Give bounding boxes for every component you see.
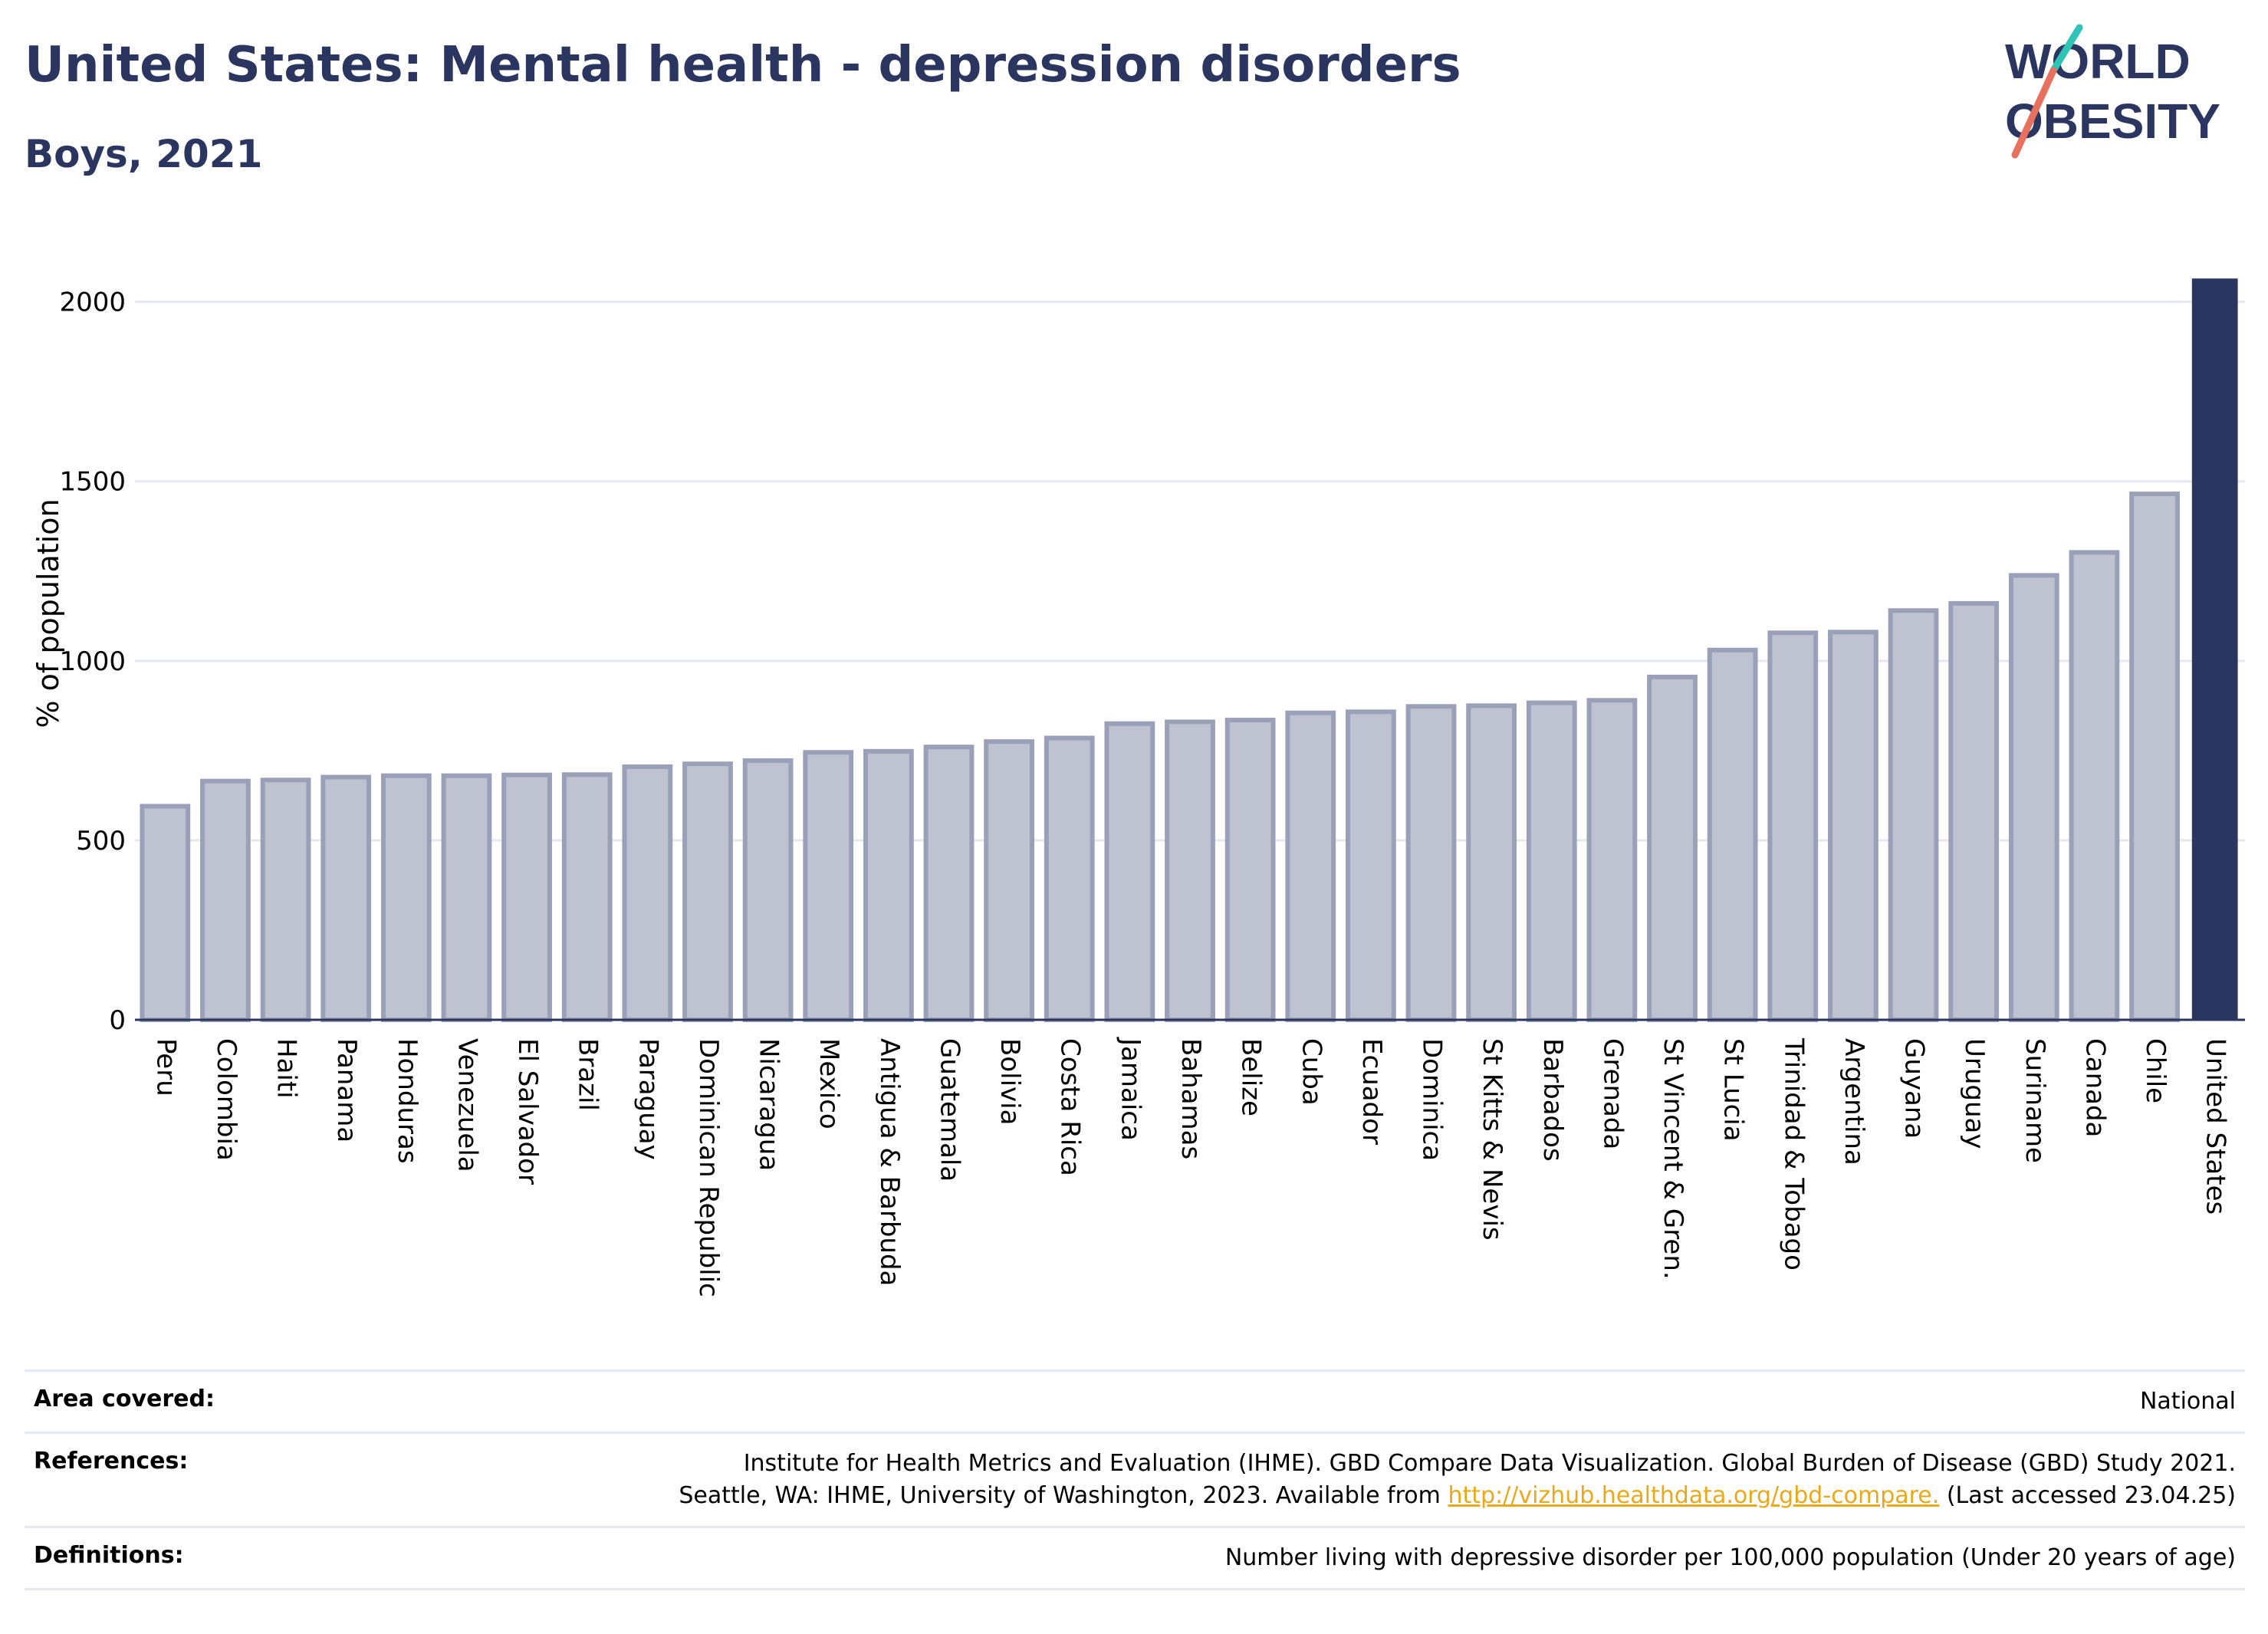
info-row-area: Area covered: National — [25, 1369, 2245, 1432]
x-tick-label: Bahamas — [1175, 1038, 1206, 1159]
x-tick-label: United States — [2201, 1038, 2231, 1215]
bar-guyana — [1888, 608, 1939, 1022]
definitions-label: Definitions: — [34, 1542, 184, 1569]
references-value: Institute for Health Metrics and Evaluat… — [679, 1448, 2236, 1512]
x-tick-label: St Lucia — [1718, 1038, 1749, 1142]
definitions-value: Number living with depressive disorder p… — [1224, 1544, 2236, 1571]
bar-grenada — [1586, 698, 1638, 1022]
axes: 0 500 1000 1500 2000 Peru Colombia Haiti Panama H… — [59, 288, 2245, 1297]
bar-uruguay — [1948, 600, 2000, 1022]
bar-argentina — [1828, 630, 1878, 1022]
y-tick-label: 500 — [76, 826, 126, 856]
bar-cuba — [1285, 710, 1336, 1022]
references-link[interactable]: http://vizhub.healthdata.org/gbd-compare… — [1448, 1482, 1940, 1509]
area-value: National — [2139, 1388, 2236, 1415]
x-tick-label: Barbados — [1537, 1038, 1568, 1162]
x-tick-label: Peru — [150, 1038, 181, 1096]
x-tick-label: Grenada — [1597, 1038, 1628, 1149]
x-tick-label: Panama — [331, 1038, 362, 1142]
references-label: References: — [34, 1448, 189, 1475]
x-tick-label: Trinidad & Tobago — [1778, 1037, 1809, 1271]
x-tick-label: Dominican Republic — [693, 1038, 724, 1297]
x-tick-label: Honduras — [392, 1038, 422, 1164]
bar-paraguay — [622, 764, 673, 1022]
bar-united-states — [2191, 278, 2238, 1020]
x-tick-label: Costa Rica — [1055, 1038, 1086, 1176]
x-tick-label: Dominica — [1417, 1038, 1448, 1161]
bar-mexico — [803, 750, 854, 1022]
x-tick-label: Uruguay — [1959, 1038, 1990, 1149]
logo-slash-teal — [2049, 24, 2083, 74]
bar-suriname — [2008, 573, 2059, 1022]
bar-trinidad-tobago — [1767, 630, 1819, 1022]
bar-brazil — [561, 772, 613, 1022]
y-tick-label: 1000 — [59, 646, 126, 677]
info-table: Area covered: National References: Insti… — [25, 1369, 2245, 1590]
y-axis-title: % of population — [31, 498, 65, 728]
x-tick-label: Nicaragua — [754, 1038, 784, 1171]
bar-el-salvador — [501, 772, 552, 1022]
x-tick-label: Argentina — [1839, 1038, 1869, 1165]
logo-line1: WORLD — [2005, 34, 2191, 89]
area-label: Area covered: — [34, 1386, 215, 1412]
x-tick-label: Belize — [1236, 1038, 1267, 1116]
bar-dominica — [1405, 704, 1457, 1022]
x-tick-label: Guyana — [1899, 1038, 1930, 1139]
x-tick-label: Paraguay — [633, 1038, 663, 1160]
logo-slash-coral — [2011, 67, 2057, 159]
bars — [140, 278, 2238, 1023]
bar-haiti — [260, 778, 311, 1022]
info-row-references: References: Institute for Health Metrics… — [25, 1432, 2245, 1526]
x-tick-label: Bolivia — [994, 1038, 1025, 1125]
chart-subtitle: Boys, 2021 — [25, 132, 263, 176]
bar-honduras — [380, 773, 432, 1022]
x-tick-label: Colombia — [211, 1038, 242, 1161]
bar-panama — [320, 774, 372, 1022]
world-obesity-logo: WORLD OBESITY — [2005, 24, 2220, 159]
references-line2-pre: Seattle, WA: IHME, University of Washing… — [679, 1482, 1441, 1509]
references-line1: Institute for Health Metrics and Evaluat… — [743, 1450, 2236, 1477]
x-tick-label: Brazil — [573, 1038, 603, 1111]
y-tick-label: 1500 — [59, 467, 126, 498]
bar-bahamas — [1165, 719, 1215, 1023]
bar-st-vincent-gren- — [1647, 674, 1698, 1022]
x-tick-label: Suriname — [2020, 1038, 2050, 1163]
bar-dominican-republic — [682, 761, 733, 1022]
bar-nicaragua — [742, 758, 794, 1022]
x-tick-label: St Vincent & Gren. — [1658, 1038, 1688, 1280]
x-tick-label: Antigua & Barbuda — [874, 1038, 905, 1286]
bar-ecuador — [1346, 709, 1396, 1022]
bar-bolivia — [984, 739, 1034, 1023]
info-row-definitions: Definitions: Number living with depressi… — [25, 1526, 2245, 1590]
bar-chart: 0 500 1000 1500 2000 Peru Colombia Haiti Panama H… — [31, 278, 2245, 1297]
bar-venezuela — [441, 773, 492, 1022]
bar-st-kitts-nevis — [1466, 703, 1517, 1022]
bar-antigua-barbuda — [863, 748, 914, 1022]
references-line2-post: (Last accessed 23.04.25) — [1946, 1482, 2236, 1509]
bar-guatemala — [923, 745, 975, 1022]
x-tick-label: Cuba — [1296, 1038, 1326, 1106]
x-tick-label: Mexico — [814, 1038, 844, 1129]
x-tick-label: Jamaica — [1115, 1037, 1146, 1141]
bar-costa-rica — [1044, 735, 1095, 1023]
bar-barbados — [1526, 700, 1577, 1022]
x-tick-label: Guatemala — [934, 1038, 965, 1182]
y-tick-label: 0 — [109, 1005, 126, 1036]
x-tick-label: Venezuela — [452, 1038, 482, 1172]
y-tick-label: 2000 — [59, 288, 126, 318]
chart-title: United States: Mental health - depressio… — [25, 37, 1461, 94]
bar-jamaica — [1104, 721, 1155, 1022]
x-tick-label: St Kitts & Nevis — [1477, 1038, 1507, 1241]
bar-belize — [1224, 718, 1276, 1022]
bar-canada — [2069, 550, 2120, 1022]
bar-chile — [2129, 492, 2180, 1022]
x-tick-label: Haiti — [271, 1038, 302, 1099]
x-tick-label: Ecuador — [1356, 1038, 1387, 1145]
x-tick-label: Canada — [2079, 1038, 2110, 1137]
bar-st-lucia — [1707, 647, 1758, 1022]
bar-colombia — [200, 778, 251, 1023]
bar-peru — [140, 804, 191, 1022]
x-tick-label: El Salvador — [512, 1038, 543, 1185]
x-tick-label: Chile — [2140, 1038, 2171, 1103]
